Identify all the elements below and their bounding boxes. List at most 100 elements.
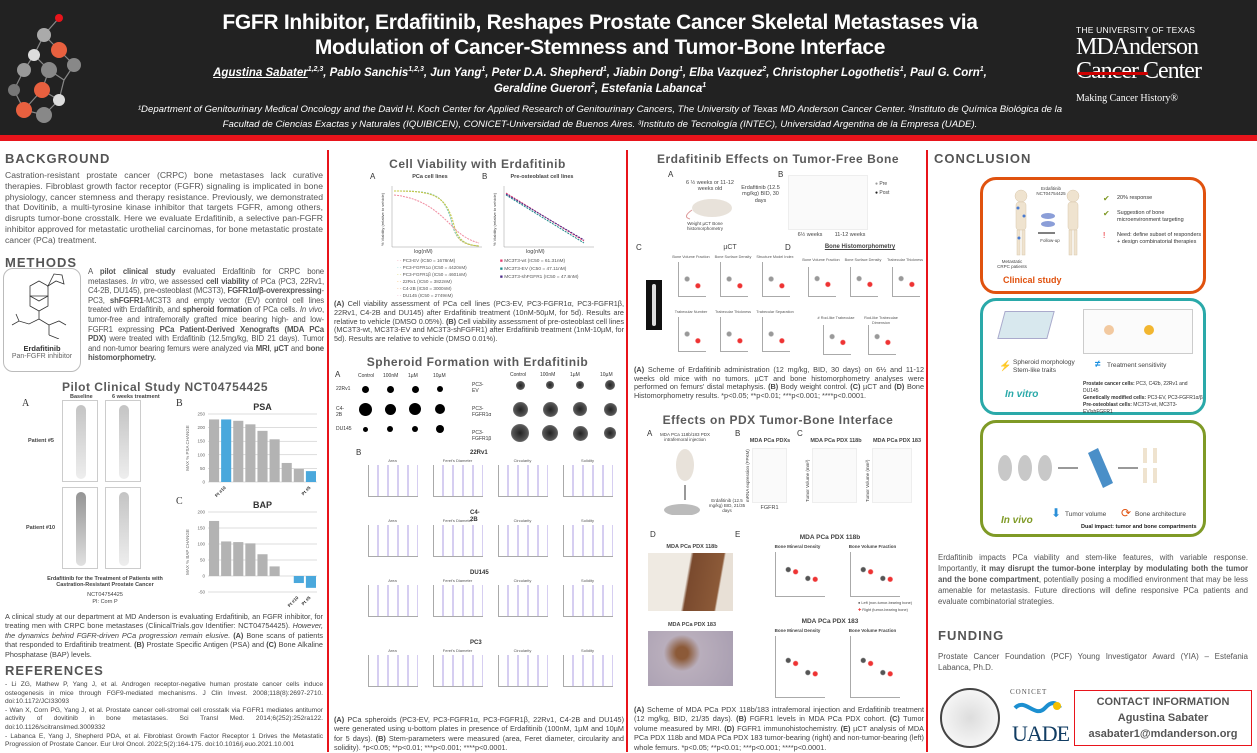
tumorfree-caption: (A) Scheme of Erdafitinib administration… [634,365,925,400]
spheroid-image [546,381,554,389]
legend-entry: - - PC3-FGFR1β (IC50 = 4601nM) [397,271,467,278]
reference-list: - Li ZG, Mathew P, Yang J, et al. Androg… [5,681,323,750]
chart-title: Pre-osteoblast cell lines [510,174,574,180]
bar-label: Pt #5 [301,485,312,496]
bone-scan [62,487,98,569]
trial-pi: PI: Corn P [92,599,118,605]
cell-line-values: MC3T3-wt, MC3T3-EV/shFGFR1 [1083,402,1178,415]
mouse-icon [686,199,732,220]
panel-label: A [335,370,341,379]
ihc-image-118b [648,553,733,611]
spheroid-image [412,426,418,432]
panel-label: A [668,170,674,179]
bar [269,566,280,576]
y-tick-label: 0 [202,480,205,485]
uct-plot [678,317,706,352]
panel-label: D [785,243,791,252]
y-tick-label: 200 [197,425,205,430]
legend-swatch: ■ [500,275,505,280]
funding-text: Prostate Cancer Foundation (PCF) Young I… [938,652,1248,672]
author-name: Elba Vazquez [689,67,763,79]
legend-swatch: ■ [500,259,505,264]
tumor-volume-plot-118b [812,448,857,503]
contact-name: Agustina Sabater [1117,712,1209,724]
legend-label: 22Rv1 (IC50 = 3822nM) [402,279,452,284]
y-tick-label: 100 [197,452,205,457]
bone-plot [775,552,825,597]
spheroid-image [361,385,369,393]
legend-swatch: - - [397,293,403,298]
spheroid-image [515,380,525,390]
ihc-title: MDA PCa PDX 118b [666,544,718,550]
bar-label: Pt #10 [214,485,227,498]
methods-heading: METHODS [5,255,77,270]
author-name: Jun Yang [430,67,482,79]
viability-legend-b: ■ MC3T3-wt (IC50 = 61.31nM) ■ MC3T3-EV (I… [500,258,578,282]
author-list: Agustina Sabater1,2,3, Pablo Sanchis1,2,… [150,65,1050,97]
spheroid-image [387,426,393,432]
panel-label: C [176,496,183,507]
legend-swatch: - - [397,272,403,277]
contact-email[interactable]: asabater1@mdanderson.org [1088,728,1238,740]
stem-parameter-plot [433,525,483,557]
histomorphometry-plot [823,325,851,355]
dose-label: 100nM [540,372,556,378]
chart-title: MDA PCa PDX 118b [810,438,862,444]
legend-label: Left (non-tumor-bearing bone) [861,601,913,605]
x-axis-label: log(nM) [414,249,433,255]
cell-line-category: Pre-osteoblast cells: [1083,402,1132,408]
column-label: 6 weeks treatment [112,394,160,400]
stem-parameter-plot [368,465,418,497]
legend-label: MC3T3-shFGFR1 (IC50 = 47.8nM) [504,275,579,280]
param-label: Area [388,518,397,523]
spheroid-title: Spheroid Formation with Erdafitinib [366,355,589,369]
bar [269,439,280,482]
y-tick-label: 50 [200,558,206,563]
femur-legend: ● Left (non-tumor-bearing bone) ✚ Right (… [858,600,912,614]
panel-label: E [735,530,741,539]
contact-box: CONTACT INFORMATION Agustina Sabater asa… [1074,690,1252,746]
in-vitro-box: ⚡ Spheroid morphology Stem-like traits ≠ … [980,298,1206,415]
affiliation-sup: 1 [678,66,683,74]
spheroid-scheme [1083,309,1193,354]
histomorphometry-plot [850,267,878,297]
author-name: Geraldine Gueron [493,83,591,95]
param-label: Solidity [581,458,594,463]
group-label: 6½ weeks [797,232,823,238]
author-name: Peter D.A. Shepherd [491,67,603,79]
legend-entry: - - C4-2B (IC50 = 3000nM) [397,285,467,292]
group-label: 11-12 weeks [834,232,866,238]
cell-line-values: PC3-EV, PC3-FGFR1α/β [1146,395,1203,401]
legend-entry: - - 22Rv1 (IC50 = 3822nM) [397,278,467,285]
spheroid-image [358,402,372,416]
spheroid-image [512,401,528,417]
affiliation-sup: 1,2,3 [408,66,424,74]
panel-label: B [356,448,362,457]
fgfr1-expression-plot [752,448,787,503]
panel-label: C [636,243,642,252]
dose-label: 100nM [383,373,399,379]
cell-line-category: Genetically modified cells: [1083,395,1147,401]
param-label: Area [388,648,397,653]
lightning-icon: ⚡ [999,361,1012,372]
stem-parameter-plot [368,585,418,617]
stem-parameter-plot [498,525,548,557]
affiliation-sup: 2 [590,82,595,90]
clinical-study-label: Clinical study [1003,275,1062,285]
dose-label: 10µM [433,373,446,379]
skeleton-illustration-icon [1014,189,1080,256]
separator: , [606,67,614,79]
chart-title: MDA PCa PDX 118b [799,534,861,541]
legend-entry: - - PC3-FGFR1α (IC50 = 4420nM) [397,264,467,271]
clinical-finding: ✔ Suggestion of bone microenvironment tar… [1103,210,1203,224]
stem-parameter-plot [368,525,418,557]
column-divider [926,150,928,752]
chart-title: BAP [253,500,272,510]
author-name: Estefania Labanca [601,83,703,95]
conclusion-text: Erdafitinib impacts PCa viability and st… [938,553,1248,606]
dose-label: Control [358,373,375,379]
spheroid-image [435,404,445,414]
bone-scan [62,400,98,482]
spheroid-image [409,403,421,415]
legend-entry: - - PC3-EV (IC50 = 1678nM) [397,257,467,264]
